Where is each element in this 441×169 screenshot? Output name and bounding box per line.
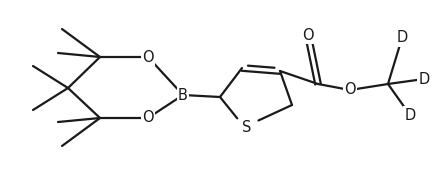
- Text: D: D: [396, 30, 407, 45]
- Text: O: O: [142, 111, 154, 126]
- Text: S: S: [242, 120, 252, 136]
- Text: D: D: [419, 71, 430, 87]
- Text: O: O: [302, 28, 314, 42]
- Text: O: O: [142, 50, 154, 65]
- Text: O: O: [344, 82, 356, 98]
- Text: B: B: [178, 88, 188, 103]
- Text: D: D: [404, 107, 415, 123]
